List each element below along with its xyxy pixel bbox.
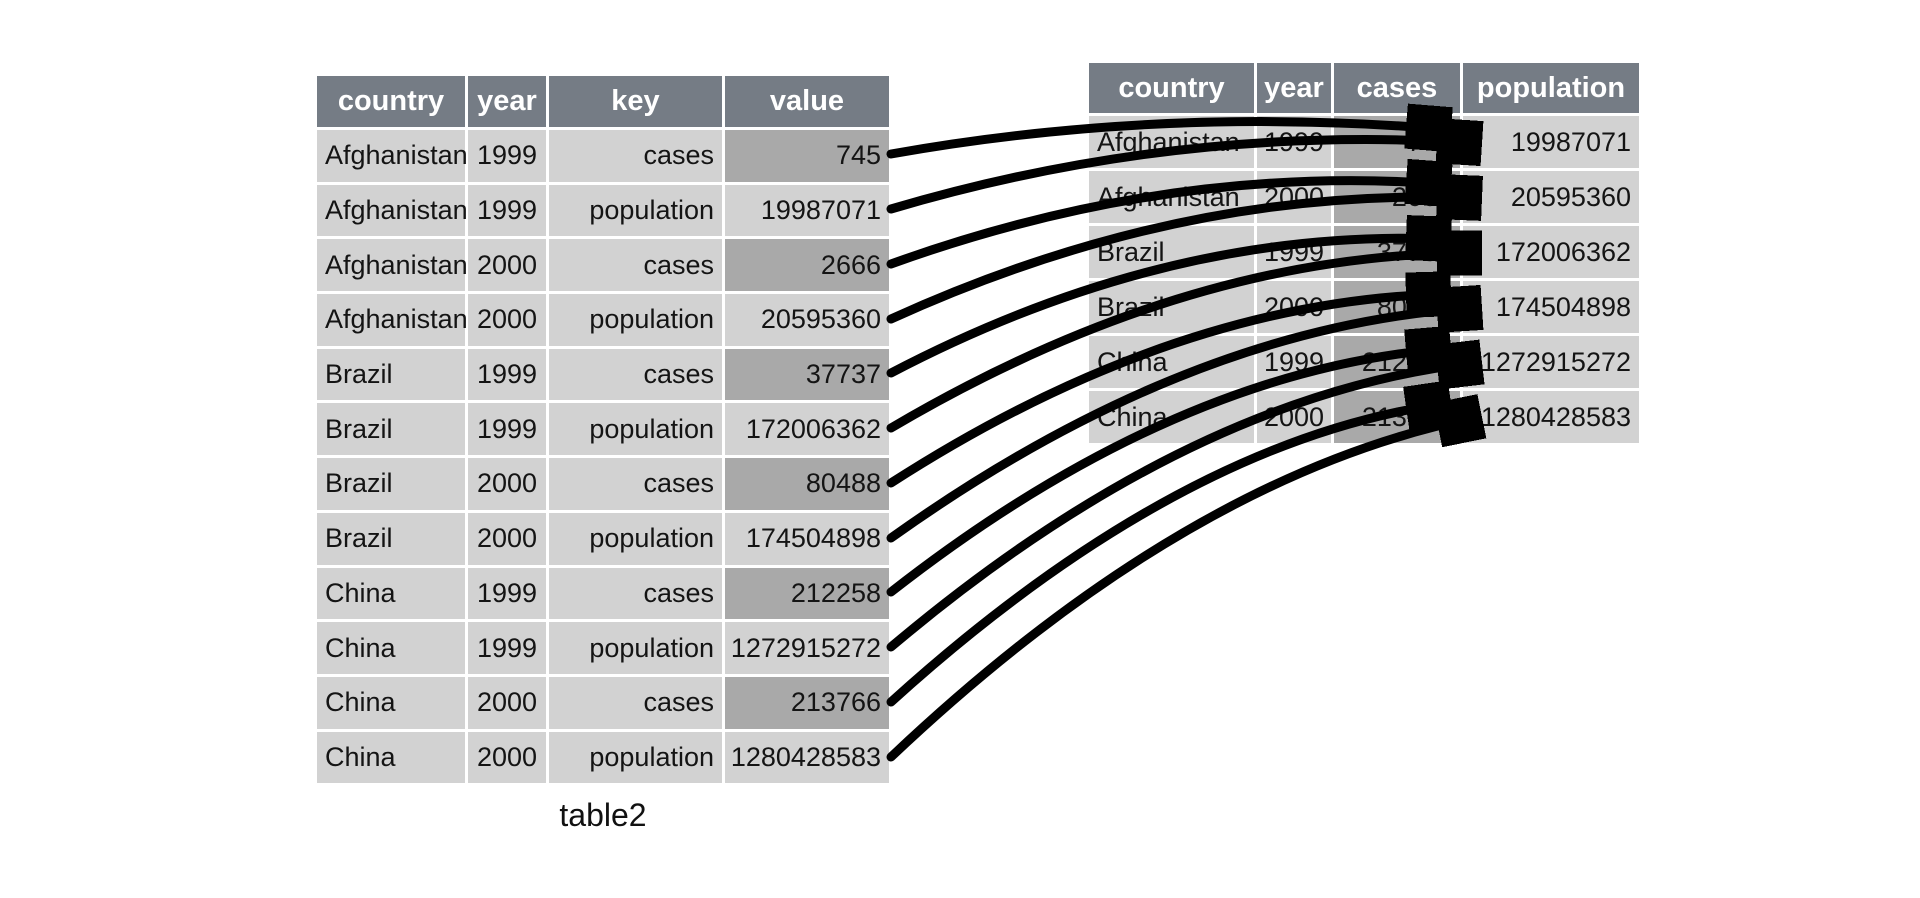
cell-population: 1272915272 [1463,336,1639,388]
cell-year: 2000 [468,676,546,729]
column-header-year: year [468,76,546,127]
cell-value: 172006362 [725,403,889,456]
result-table: country year cases population Afghanista… [1089,63,1639,443]
cell-key: cases [549,348,722,401]
cell-country: Afghanistan [317,294,468,346]
cell-year: 1999 [1257,226,1331,278]
column-header-population: population [1463,63,1639,113]
cell-value: 20595360 [725,294,889,346]
cell-cases-highlighted: 213766 [1334,391,1460,443]
cell-key: cases [549,239,722,292]
cell-value: 1272915272 [725,622,889,674]
cell-year: 1999 [468,622,546,674]
cell-year: 1999 [468,130,546,182]
cell-key: cases [549,567,722,620]
cell-country: Brazil [317,348,465,401]
cell-year: 1999 [468,348,546,401]
column-header-cases: cases [1334,63,1460,113]
column-header-value: value [725,76,889,127]
cell-population: 20595360 [1463,171,1639,223]
cell-country: Brazil [317,458,465,510]
cell-country: China [317,622,465,674]
cell-key: population [549,184,722,237]
cell-country: Afghanistan [317,184,468,237]
flow-arrow-cases-china2000 [886,404,1442,707]
cell-country: Brazil [1089,226,1254,278]
cell-population: 174504898 [1463,281,1639,333]
cell-country: China [1089,336,1254,388]
cell-year: 2000 [468,294,546,346]
cell-key: cases [549,458,722,510]
cell-year: 2000 [1257,391,1331,443]
cell-country: Brazil [1089,281,1254,333]
cell-year: 1999 [1257,336,1331,388]
cell-cases-highlighted: 2666 [1334,171,1460,223]
cell-value-highlighted: 745 [725,130,889,182]
cell-cases-highlighted: 37737 [1334,226,1460,278]
cell-year: 2000 [468,458,546,510]
cell-population: 172006362 [1463,226,1639,278]
cell-key: population [549,731,722,784]
column-header-country: country [1089,63,1254,113]
cell-country: China [1089,391,1254,443]
cell-country: Afghanistan [1089,116,1254,168]
cell-key: cases [549,130,722,182]
cell-year: 2000 [468,731,546,784]
cell-population: 19987071 [1463,116,1639,168]
cell-year: 1999 [1257,116,1331,168]
cell-key: population [549,622,722,674]
cell-value-highlighted: 2666 [725,239,889,292]
cell-country: China [317,731,465,784]
cell-cases-highlighted: 745 [1334,116,1460,168]
cell-year: 2000 [1257,171,1331,223]
cell-value-highlighted: 37737 [725,348,889,401]
cell-country: China [317,676,465,729]
cell-value: 174504898 [725,512,889,565]
column-header-country: country [317,76,465,127]
cell-year: 1999 [468,567,546,620]
cell-country: Brazil [317,403,465,456]
cell-country: Afghanistan [1089,171,1254,223]
cell-key: cases [549,676,722,729]
cell-country: China [317,567,465,620]
source-table-caption: table2 [559,797,647,833]
cell-country: Afghanistan [317,239,468,292]
cell-value: 1280428583 [725,731,889,784]
cell-country: Afghanistan [317,130,468,182]
cell-value: 19987071 [725,184,889,237]
source-table-table2: country year key value Afghanistan 1999 … [317,76,889,784]
cell-key: population [549,512,722,565]
cell-country: Brazil [317,512,465,565]
cell-year: 2000 [468,239,546,292]
cell-population: 1280428583 [1463,391,1639,443]
cell-value-highlighted: 80488 [725,458,889,510]
cell-cases-highlighted: 212258 [1334,336,1460,388]
cell-key: population [549,294,722,346]
cell-value-highlighted: 212258 [725,567,889,620]
cell-key: population [549,403,722,456]
flow-arrow-population-china2000 [886,418,1473,762]
cell-year: 2000 [1257,281,1331,333]
cell-year: 1999 [468,184,546,237]
column-header-key: key [549,76,722,127]
cell-cases-highlighted: 80488 [1334,281,1460,333]
cell-year: 1999 [468,403,546,456]
cell-value-highlighted: 213766 [725,676,889,729]
cell-year: 2000 [468,512,546,565]
column-header-year: year [1257,63,1331,113]
